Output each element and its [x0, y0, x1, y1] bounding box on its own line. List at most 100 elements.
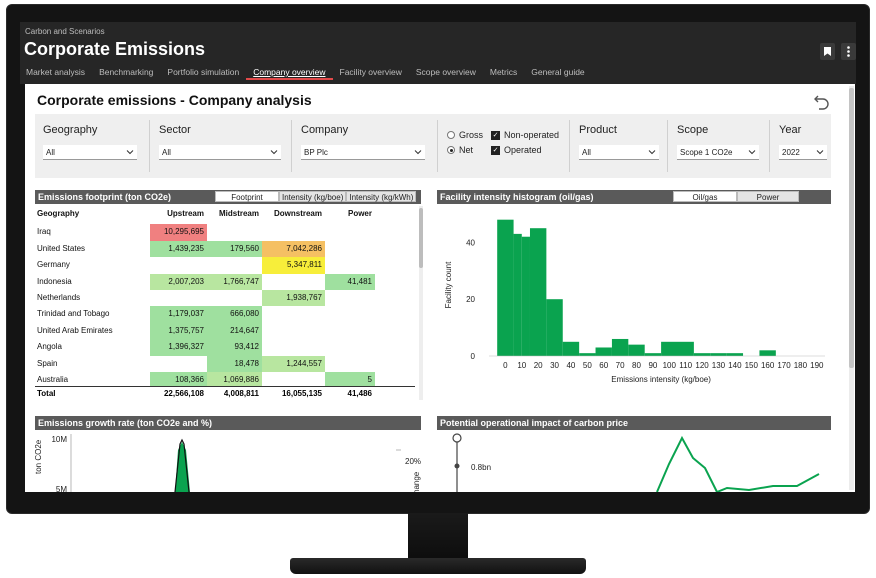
- table-row[interactable]: Spain 18,478 1,244,557: [35, 355, 405, 372]
- table-row[interactable]: Netherlands 1,938,767: [35, 290, 405, 307]
- histogram-x-tick: 60: [599, 361, 608, 370]
- histogram-x-tick: 20: [534, 361, 543, 370]
- table-row[interactable]: Trinidad and Tobago 1,179,037 666,080: [35, 306, 405, 323]
- up-cell: 1,375,757: [150, 322, 207, 340]
- non-operated-checkbox[interactable]: ✓ Non-operated: [491, 130, 559, 140]
- growth-y-axis-label: ton CO2e: [35, 439, 43, 474]
- column-header-upstream[interactable]: Upstream: [167, 209, 204, 218]
- tab-scope-overview[interactable]: Scope overview: [415, 67, 476, 77]
- tab-general-guide[interactable]: General guide: [531, 67, 585, 77]
- pow-cell: [325, 224, 375, 240]
- checkmark-icon: ✓: [491, 145, 500, 155]
- operated-checkbox[interactable]: ✓ Operated: [491, 145, 542, 155]
- histogram-y-tick: 40: [466, 238, 475, 247]
- toggle-oil-gas[interactable]: Oil/gas: [673, 191, 737, 202]
- page-title: Corporate emissions - Company analysis: [37, 92, 312, 108]
- chevron-down-icon: [648, 150, 656, 155]
- column-header-power[interactable]: Power: [347, 209, 372, 218]
- histogram-bar: [546, 299, 563, 356]
- histogram-bar: [521, 236, 530, 356]
- chevron-down-icon: [816, 150, 824, 155]
- carbon-chart: 0.8bn: [452, 433, 820, 492]
- column-header-midstream[interactable]: Midstream: [218, 209, 259, 218]
- company-label: Company: [301, 124, 349, 136]
- sector-label: Sector: [159, 124, 191, 136]
- table-row[interactable]: Angola 1,396,327 93,412: [35, 339, 405, 356]
- up-cell: 108,366: [150, 372, 207, 386]
- footprint-panel-title: Emissions footprint (ton CO2e): [38, 192, 172, 202]
- scope-label: Scope: [677, 124, 709, 136]
- bookmark-icon: [824, 47, 831, 56]
- tab-facility-overview[interactable]: Facility overview: [339, 67, 402, 77]
- tab-portfolio-simulation[interactable]: Portfolio simulation: [167, 67, 240, 77]
- geography-cell: United Arab Emirates: [37, 325, 113, 335]
- growth-y-tick-10m: 10M: [51, 435, 67, 444]
- geography-select[interactable]: All: [43, 145, 137, 160]
- up-cell: [150, 290, 207, 306]
- toggle-intensity-boe[interactable]: Intensity (kg/boe): [279, 191, 347, 202]
- table-row[interactable]: Australia 108,366 1,069,886 5: [35, 372, 405, 386]
- gross-radio[interactable]: Gross: [447, 130, 483, 140]
- tab-benchmarking[interactable]: Benchmarking: [99, 67, 154, 77]
- non-operated-label: Non-operated: [504, 130, 560, 140]
- table-scrollbar-thumb[interactable]: [419, 208, 423, 268]
- company-select[interactable]: BP Plc: [301, 145, 425, 160]
- report-scrollbar-thumb[interactable]: [849, 88, 854, 368]
- pow-cell: [325, 356, 375, 372]
- scope-filter: Scope Scope 1 CO2e: [669, 114, 765, 178]
- year-select[interactable]: 2022: [779, 145, 827, 160]
- product-filter: Product All: [571, 114, 663, 178]
- net-radio[interactable]: Net: [447, 145, 473, 155]
- report-canvas: Corporate emissions - Company analysis G…: [25, 84, 855, 492]
- pow-cell: 41,481: [325, 273, 375, 290]
- sector-value: All: [162, 148, 171, 157]
- product-label: Product: [579, 124, 617, 136]
- mid-cell: 214,647: [207, 322, 262, 340]
- company-value: BP Plc: [304, 148, 328, 157]
- down-cell: [262, 274, 325, 290]
- toggle-footprint[interactable]: Footprint: [215, 191, 279, 202]
- bookmark-button[interactable]: [820, 43, 835, 60]
- histogram-bar: [661, 341, 694, 356]
- column-header-geography[interactable]: Geography: [37, 209, 80, 218]
- radio-selected: [447, 146, 455, 154]
- toggle-power[interactable]: Power: [737, 191, 799, 202]
- table-row[interactable]: Germany 5,347,811: [35, 257, 405, 274]
- histogram-x-tick: 180: [794, 361, 808, 370]
- histogram-y-axis-label: Facility count: [444, 261, 453, 308]
- table-row[interactable]: Indonesia 2,007,203 1,766,747 41,481: [35, 273, 405, 290]
- undo-icon[interactable]: [813, 92, 831, 110]
- filter-divider: [569, 120, 570, 172]
- table-row[interactable]: Iraq 10,295,695: [35, 224, 405, 241]
- more-options-button[interactable]: [841, 43, 856, 60]
- toggle-intensity-kwh[interactable]: Intensity (kg/kWh): [346, 191, 417, 202]
- product-select[interactable]: All: [579, 145, 659, 160]
- carbon-y-tick-08bn: 0.8bn: [471, 463, 491, 472]
- monitor-stand-base: [290, 558, 586, 574]
- scope-select[interactable]: Scope 1 CO2e: [677, 145, 759, 160]
- gross-label: Gross: [459, 130, 484, 140]
- up-cell: 2,007,203: [150, 273, 207, 290]
- histogram-bar: [579, 353, 596, 356]
- sector-select[interactable]: All: [159, 145, 281, 160]
- tab-market-analysis[interactable]: Market analysis: [26, 67, 86, 77]
- total-midstream: 4,008,811: [223, 389, 259, 398]
- histogram-x-tick: 130: [712, 361, 726, 370]
- down-cell: [262, 224, 325, 240]
- column-header-downstream[interactable]: Downstream: [273, 209, 322, 218]
- operated-label: Operated: [504, 145, 542, 155]
- table-row[interactable]: United States 1,439,235 179,560 7,042,286: [35, 240, 405, 258]
- histogram-x-tick: 10: [517, 361, 526, 370]
- histogram-x-axis-label: Emissions intensity (kg/boe): [611, 375, 711, 384]
- geography-cell: Iraq: [37, 227, 51, 237]
- tab-company-overview[interactable]: Company overview: [246, 66, 333, 80]
- histogram-x-tick: 40: [566, 361, 575, 370]
- geography-cell: Germany: [37, 260, 70, 270]
- mid-cell: 18,478: [207, 355, 262, 372]
- checkmark-icon: ✓: [491, 130, 500, 140]
- table-scrollbar-track[interactable]: [419, 206, 423, 400]
- table-row[interactable]: United Arab Emirates 1,375,757 214,647: [35, 322, 405, 340]
- tab-metrics[interactable]: Metrics: [489, 67, 518, 77]
- carbon-price-slider-handle[interactable]: [452, 433, 462, 443]
- histogram-bar: [529, 228, 547, 356]
